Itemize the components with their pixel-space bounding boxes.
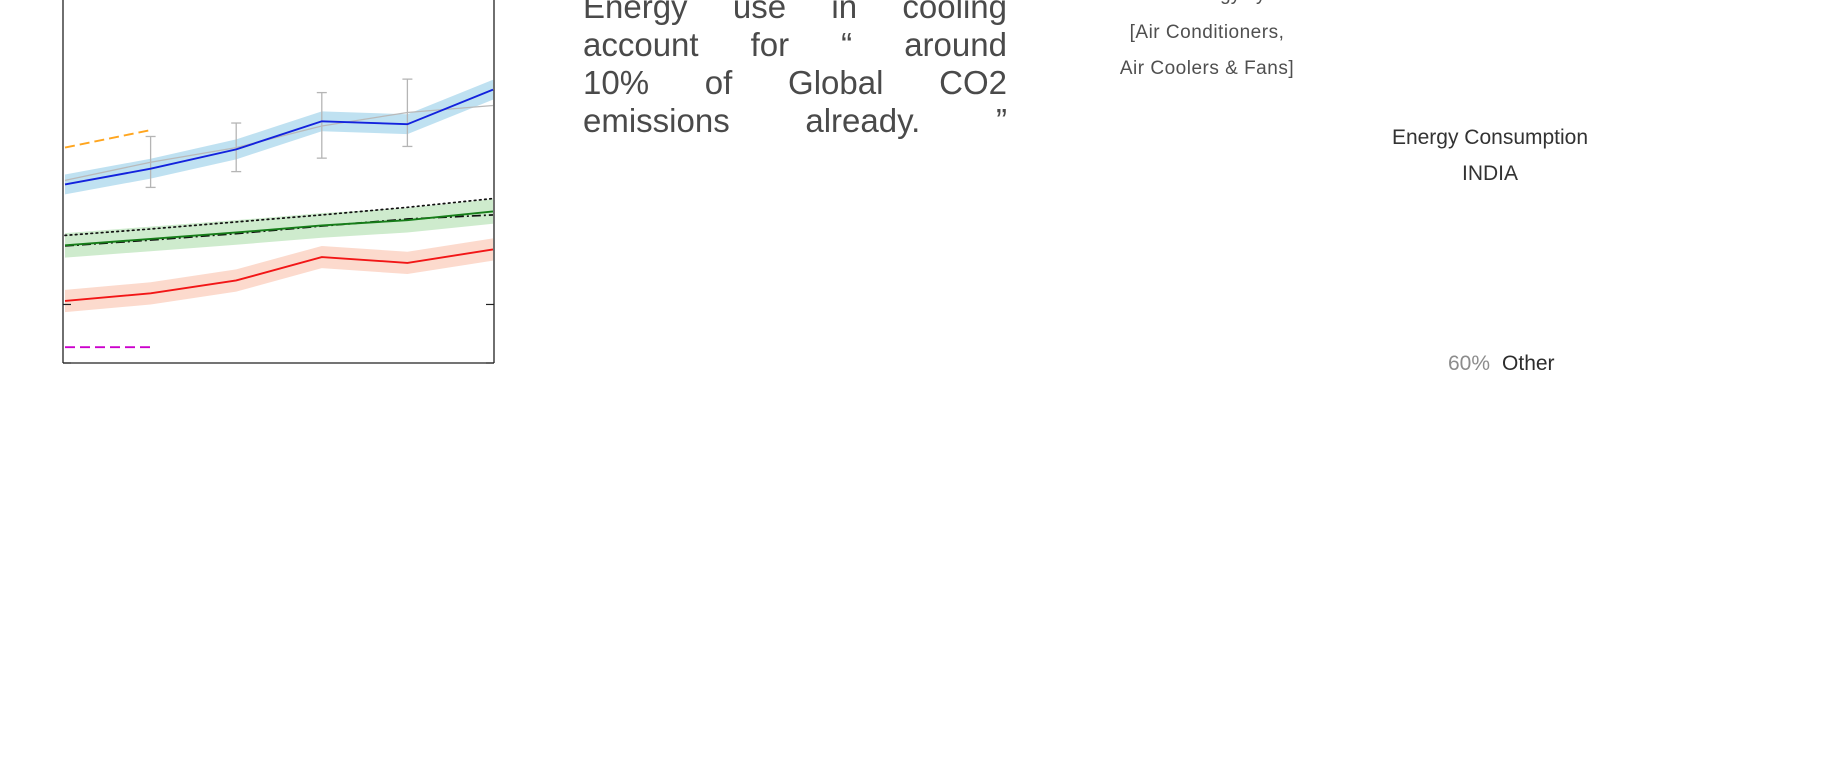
donut-top-pct-fragment: 40% <box>1312 0 1350 5</box>
quote-word: CO2 <box>939 64 1007 101</box>
series-line-this-work-annex-i <box>64 210 494 247</box>
series-line-this-work-non-annex-i <box>64 248 494 302</box>
rac-volume-panel <box>14 414 1760 762</box>
quote-word: cooling <box>902 0 1007 25</box>
rac-volume-chart <box>14 414 1760 762</box>
quote-word: of <box>704 64 733 101</box>
quote-word: around <box>904 26 1007 63</box>
donut-other-name: Other <box>1502 352 1555 375</box>
donut-other-label: 60% Other <box>1448 352 1555 376</box>
donut-center-line2: INDIA <box>1461 162 1518 185</box>
donut-center-line1: Energy Consumption <box>1391 126 1589 149</box>
series-line-rigby-et-al-2014- <box>64 104 494 182</box>
series-line-this-work-global <box>64 88 494 186</box>
donut-top-clipped-label: Energy by 40% <box>1180 0 1350 6</box>
quote-word: emissions <box>583 102 730 139</box>
quote-block: Energy use in cooling account for “ around 10% of… <box>583 0 1007 140</box>
quote-word: use <box>732 0 787 25</box>
quote-line-4: emissions already. ” <box>583 102 1007 140</box>
quote-word: in <box>831 0 858 25</box>
quote-line-3: 10% of Global CO2 <box>583 64 1007 102</box>
quote-word: ” <box>995 102 1007 139</box>
quote-word: “ <box>841 26 853 63</box>
quote-word: already. <box>805 102 921 139</box>
donut-bracket-label-line1: [Air Conditioners, <box>1129 22 1285 43</box>
uncertainty-band <box>65 238 493 313</box>
quote-word: for <box>750 26 790 63</box>
donut-bracket-label-line2: Air Coolers & Fans] <box>1119 58 1295 79</box>
quote-word: account <box>583 26 699 63</box>
quote-word: Energy <box>583 0 688 25</box>
quote-word: Global <box>788 64 884 101</box>
quote-word: 10% <box>583 64 650 101</box>
hfc-emissions-chart <box>62 0 495 364</box>
donut-other-pct: 60% <box>1448 352 1491 375</box>
series-line-unfccc-incl-unspecified-mix- <box>64 197 494 237</box>
donut-center-label: Energy Consumption INDIA <box>1340 120 1640 192</box>
quote-line-1: Energy use in cooling <box>583 0 1007 26</box>
series-line-edgar-annex-i <box>64 129 151 149</box>
donut-top-label-fragment: Energy by <box>1180 0 1266 5</box>
quote-line-2: account for “ around <box>583 26 1007 64</box>
